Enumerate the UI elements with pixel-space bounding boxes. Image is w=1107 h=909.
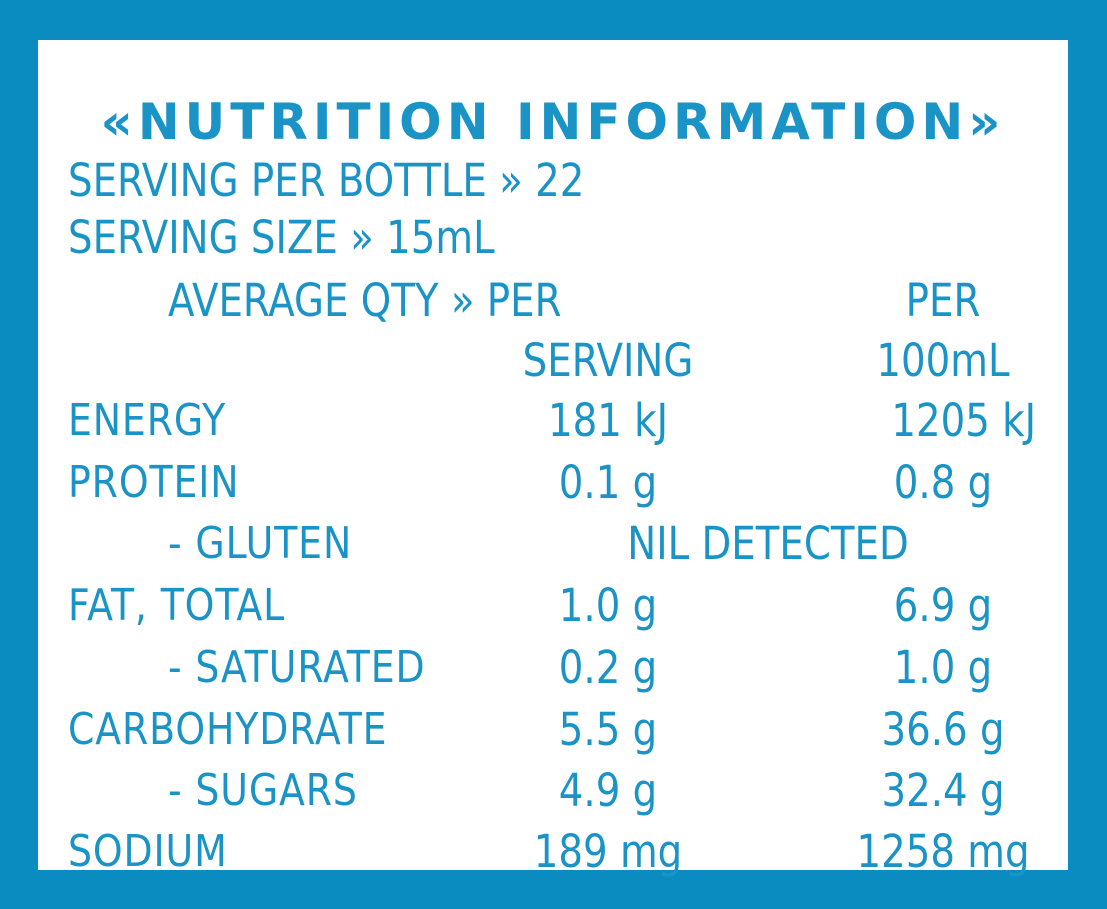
sugars-per-100ml: 32.4 g — [881, 764, 1005, 817]
avg-qty-header: AVERAGE QTY » PER — [168, 274, 562, 327]
row-label-energy: ENERGY — [68, 395, 227, 446]
sodium-per-serving: 189 mg — [533, 825, 683, 878]
row-label-sugars: - SUGARS — [168, 765, 358, 816]
saturated-per-serving: 0.2 g — [558, 641, 658, 694]
fat-total-per-serving: 1.0 g — [558, 579, 658, 632]
per-100ml-header-bottom: 100mL — [876, 334, 1010, 387]
energy-per-serving: 181 kJ — [548, 394, 668, 447]
saturated-per-100ml: 1.0 g — [893, 641, 993, 694]
fat-total-per-100ml: 6.9 g — [893, 579, 993, 632]
row-label-fat-total: FAT, TOTAL — [68, 580, 286, 631]
per-serving-header: SERVING — [522, 334, 694, 387]
per-100ml-header-top: PER — [905, 274, 981, 327]
row-label-sodium: SODIUM — [68, 826, 228, 877]
serving-size: SERVING SIZE » 15mL — [68, 211, 495, 264]
row-label-gluten: - GLUTEN — [168, 518, 353, 569]
gluten-value: NIL DETECTED — [627, 517, 909, 570]
row-label-carbohydrate: CARBOHYDRATE — [68, 704, 388, 755]
nutrition-panel: «NUTRITION INFORMATION» SERVING PER BOTT… — [38, 40, 1068, 878]
row-label-protein: PROTEIN — [68, 457, 240, 508]
sodium-per-100ml: 1258 mg — [856, 825, 1030, 878]
carbohydrate-per-serving: 5.5 g — [558, 703, 658, 756]
servings-per-bottle: SERVING PER BOTTLE » 22 — [68, 154, 585, 207]
protein-per-serving: 0.1 g — [558, 456, 658, 509]
nutrition-title: «NUTRITION INFORMATION» — [100, 93, 1006, 151]
sugars-per-serving: 4.9 g — [558, 764, 658, 817]
carbohydrate-per-100ml: 36.6 g — [881, 703, 1005, 756]
energy-per-100ml: 1205 kJ — [891, 394, 1036, 447]
row-label-saturated: - SATURATED — [168, 642, 426, 693]
protein-per-100ml: 0.8 g — [893, 456, 993, 509]
